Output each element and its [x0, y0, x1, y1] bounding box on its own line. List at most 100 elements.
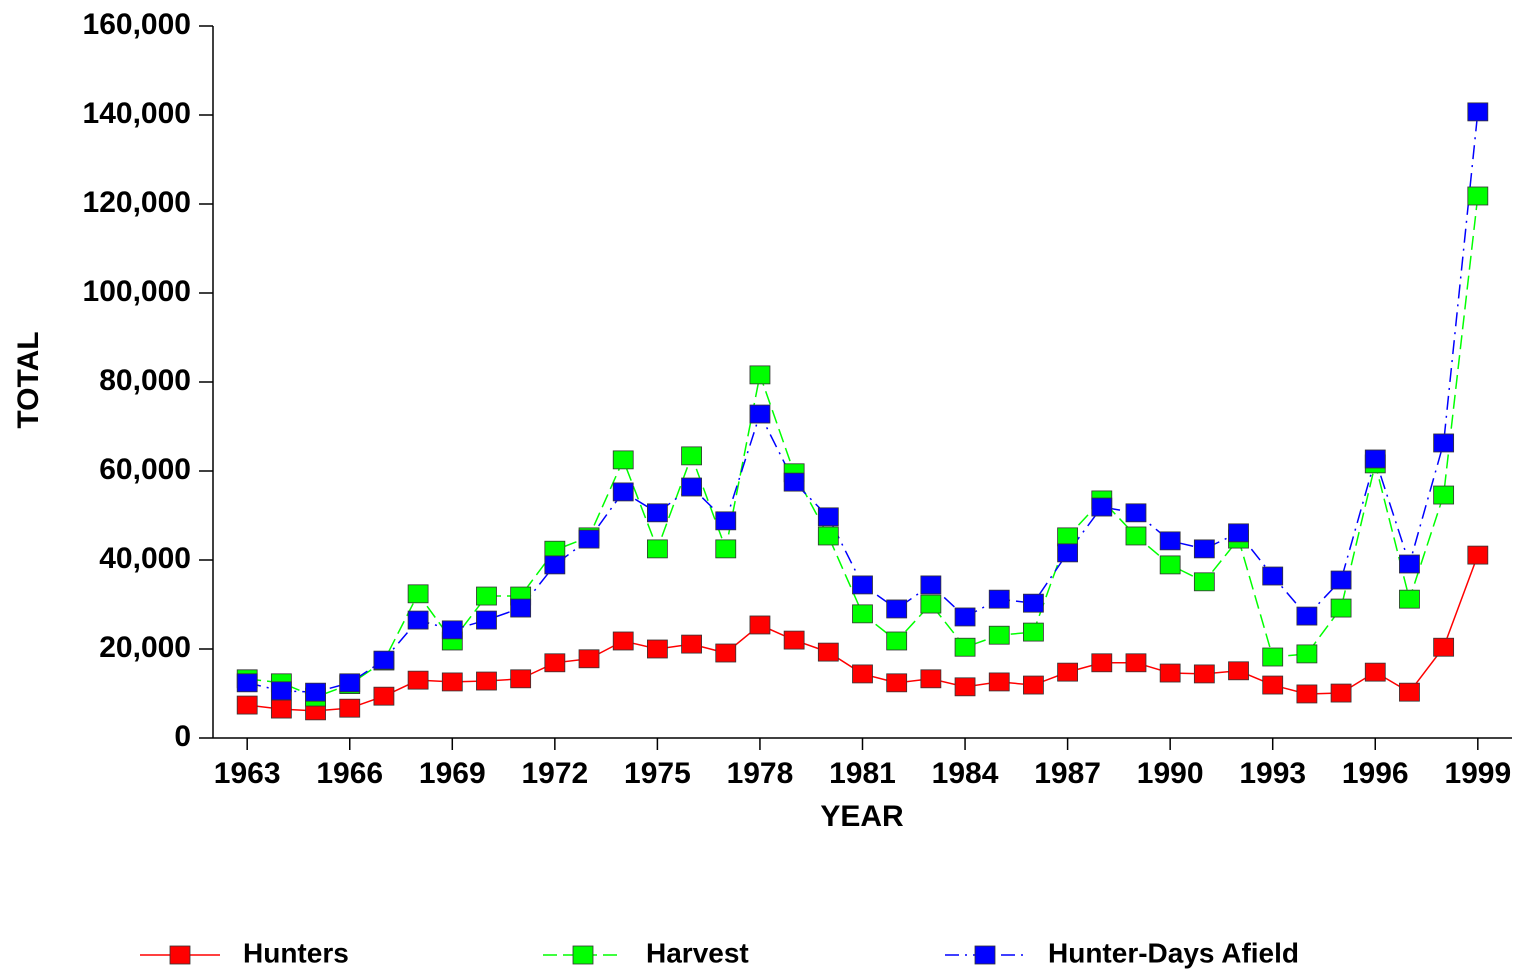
marker — [715, 511, 737, 531]
marker — [1262, 675, 1284, 695]
marker — [1091, 497, 1113, 517]
marker — [1467, 186, 1489, 206]
marker — [1296, 644, 1318, 664]
marker — [783, 472, 805, 492]
marker — [441, 620, 463, 640]
marker — [852, 575, 873, 595]
marker — [852, 664, 873, 684]
marker — [920, 575, 942, 595]
marker — [1399, 554, 1420, 574]
x-tick-label: 1972 — [521, 757, 588, 790]
marker — [954, 607, 976, 627]
marker — [407, 670, 429, 690]
marker — [1193, 539, 1215, 559]
y-tick-label: 100,000 — [83, 275, 191, 308]
marker — [373, 650, 395, 670]
marker — [1159, 555, 1181, 575]
legend-marker — [169, 945, 191, 965]
marker — [1023, 622, 1044, 642]
marker — [1399, 682, 1420, 702]
marker — [339, 673, 361, 693]
marker — [1228, 661, 1249, 681]
marker — [681, 477, 702, 497]
marker — [1159, 531, 1181, 551]
x-tick-label: 1984 — [932, 757, 999, 790]
y-tick-label: 60,000 — [99, 453, 191, 486]
marker — [852, 604, 873, 624]
marker — [612, 482, 634, 502]
marker — [886, 599, 908, 619]
marker — [373, 686, 395, 706]
marker — [612, 631, 634, 651]
marker — [817, 507, 839, 527]
marker — [1159, 663, 1181, 683]
marker — [1228, 523, 1249, 543]
y-tick-label: 140,000 — [83, 97, 191, 130]
marker — [1193, 664, 1215, 684]
legend-label: Harvest — [646, 937, 749, 968]
y-tick-label: 160,000 — [83, 8, 191, 41]
marker — [441, 672, 463, 692]
marker — [510, 598, 532, 618]
marker — [1057, 662, 1079, 682]
marker — [476, 610, 497, 630]
legend-marker — [974, 945, 996, 965]
x-tick-label: 1978 — [727, 757, 794, 790]
y-tick-label: 0 — [174, 720, 191, 753]
marker — [749, 615, 771, 635]
y-tick-label: 120,000 — [83, 186, 191, 219]
marker — [681, 446, 702, 466]
marker — [407, 584, 429, 604]
y-tick-label: 80,000 — [99, 364, 191, 397]
marker — [988, 672, 1010, 692]
marker — [1262, 647, 1284, 667]
marker — [954, 677, 976, 697]
marker — [749, 404, 771, 424]
marker — [988, 625, 1010, 645]
marker — [1330, 570, 1352, 590]
marker — [578, 649, 600, 669]
marker — [646, 503, 668, 523]
marker — [646, 539, 668, 559]
x-tick-label: 1987 — [1034, 757, 1101, 790]
marker — [817, 642, 839, 662]
marker — [270, 681, 292, 701]
marker — [715, 643, 737, 663]
x-tick-label: 1990 — [1137, 757, 1204, 790]
marker — [988, 589, 1010, 609]
marker — [1399, 589, 1420, 609]
marker — [544, 653, 566, 673]
marker — [1091, 653, 1113, 673]
y-tick-label: 40,000 — [99, 542, 191, 575]
marker — [1125, 503, 1147, 523]
marker — [1296, 606, 1318, 626]
x-tick-label: 1975 — [624, 757, 691, 790]
marker — [1433, 637, 1455, 657]
x-axis-label: YEAR — [820, 800, 904, 833]
marker — [407, 610, 429, 630]
x-tick-label: 1963 — [214, 757, 281, 790]
marker — [886, 631, 908, 651]
marker — [681, 634, 702, 654]
marker — [1364, 449, 1386, 469]
marker — [1023, 593, 1044, 613]
marker — [817, 526, 839, 546]
marker — [1433, 485, 1455, 505]
legend-label: Hunters — [243, 937, 349, 968]
x-tick-label: 1969 — [419, 757, 486, 790]
marker — [749, 365, 771, 385]
marker — [1125, 526, 1147, 546]
marker — [236, 695, 258, 715]
marker — [1467, 545, 1489, 565]
marker — [1057, 543, 1079, 563]
marker — [1125, 653, 1147, 673]
marker — [1467, 102, 1489, 122]
legend-marker — [572, 945, 594, 965]
x-tick-label: 1993 — [1239, 757, 1306, 790]
marker — [578, 529, 600, 549]
marker — [339, 698, 361, 718]
legend-label: Hunter-Days Afield — [1048, 937, 1299, 968]
marker — [1364, 662, 1386, 682]
marker — [510, 669, 532, 689]
marker — [476, 671, 497, 691]
